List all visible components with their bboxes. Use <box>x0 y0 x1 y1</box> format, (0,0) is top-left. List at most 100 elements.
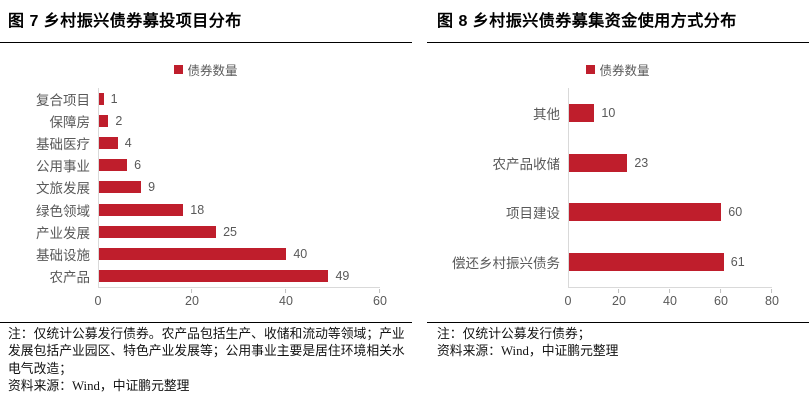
tick-mark <box>720 289 722 293</box>
category-label: 基础医疗 <box>36 137 90 153</box>
category-label: 其他 <box>533 106 560 122</box>
figure-7-title-divider <box>0 42 412 43</box>
figure-8-notes-divider <box>427 322 809 323</box>
figure-8-notes: 注：仅统计公募发行债券； 资料来源：Wind，中证鹏元整理 <box>437 326 804 361</box>
category-label: 保障房 <box>49 115 91 131</box>
bar <box>99 247 287 260</box>
x-tick-label: 60 <box>373 294 387 308</box>
category-label: 农产品 <box>49 269 91 285</box>
figure-7-chart: 复合项目 1 保障房 2 基础医疗 4 公用事业 6 文旅发展 9 绿色领域 18 产业发展 25 基础设施… <box>8 88 412 288</box>
bar <box>99 93 104 106</box>
figure-8-title-divider <box>427 42 809 43</box>
bar <box>99 225 217 238</box>
x-axis-tick: 0 <box>565 289 572 308</box>
bar-row: 基础医疗 4 <box>36 132 380 154</box>
x-axis-tick: 0 <box>95 289 102 308</box>
bar-row: 偿还乡村振兴债务 61 <box>452 237 772 287</box>
category-label: 复合项目 <box>36 93 90 109</box>
category-label: 文旅发展 <box>36 181 90 197</box>
figure-7-notes-divider <box>0 322 412 323</box>
figure-8-plot-area: 其他 10 农产品收储 23 项目建设 60 偿还乡村振兴债务 61 <box>452 88 772 288</box>
figure-8-x-axis: 0 20 40 60 80 <box>565 289 779 309</box>
bar-row: 产业发展 25 <box>36 221 380 243</box>
bar-row: 文旅发展 9 <box>36 176 380 198</box>
x-tick-label: 0 <box>94 294 102 308</box>
value-label: 60 <box>728 205 743 220</box>
tick-mark <box>191 289 193 293</box>
figure-8-panel: 图 8 乡村振兴债券募集资金使用方式分布 债券数量 其他 10 农产品收储 23 项目建… <box>427 0 809 400</box>
x-axis-tick: 60 <box>373 289 387 308</box>
figure-7-plot-area: 复合项目 1 保障房 2 基础医疗 4 公用事业 6 文旅发展 9 绿色领域 18 产业发展 25 基础设施… <box>36 88 380 288</box>
bar <box>569 253 724 272</box>
bar <box>569 203 722 222</box>
legend-swatch-icon <box>586 65 596 74</box>
value-label: 40 <box>293 246 308 261</box>
x-tick-label: 20 <box>185 294 199 308</box>
value-label: 2 <box>115 114 123 129</box>
figure-8-note-text: 注：仅统计公募发行债券； <box>437 327 591 341</box>
bar-row: 其他 10 <box>533 88 772 138</box>
value-label: 1 <box>110 92 118 107</box>
x-tick-label: 60 <box>714 294 728 308</box>
category-label: 产业发展 <box>36 225 90 241</box>
bar <box>569 153 628 172</box>
bar <box>99 181 142 194</box>
x-tick-label: 0 <box>564 294 572 308</box>
legend-label: 债券数量 <box>187 64 238 78</box>
value-label: 18 <box>190 202 205 217</box>
category-label: 项目建设 <box>506 206 560 222</box>
value-label: 25 <box>223 224 237 239</box>
value-label: 10 <box>601 105 616 120</box>
x-axis-tick: 40 <box>279 289 293 308</box>
tick-mark <box>618 289 620 293</box>
bar <box>99 159 128 172</box>
x-tick-label: 20 <box>612 294 626 308</box>
bar-row: 公用事业 6 <box>36 154 380 176</box>
category-label: 基础设施 <box>36 247 90 263</box>
category-label: 偿还乡村振兴债务 <box>452 256 560 272</box>
figure-7-legend: 债券数量 <box>0 60 412 79</box>
value-label: 23 <box>634 155 649 170</box>
bar <box>99 269 329 282</box>
figure-8-title: 图 8 乡村振兴债券募集资金使用方式分布 <box>437 13 737 30</box>
legend-swatch-icon <box>174 65 184 74</box>
x-axis-tick: 80 <box>765 289 779 308</box>
tick-mark <box>669 289 671 293</box>
value-label: 6 <box>134 158 142 173</box>
figure-7-title: 图 7 乡村振兴债券募投项目分布 <box>8 13 242 30</box>
figure-8-legend: 债券数量 <box>427 60 809 79</box>
bar <box>99 137 118 150</box>
x-tick-label: 40 <box>663 294 677 308</box>
value-label: 9 <box>148 180 156 195</box>
value-label: 4 <box>124 136 132 151</box>
value-label: 49 <box>335 268 350 283</box>
figure-8-chart: 其他 10 农产品收储 23 项目建设 60 偿还乡村振兴债务 61 <box>437 88 809 288</box>
bar-row: 农产品收储 23 <box>493 138 772 188</box>
bar-row: 保障房 2 <box>50 110 380 132</box>
tick-mark <box>379 289 381 293</box>
bar <box>569 103 595 122</box>
figure-7-source-text: 资料来源：Wind，中证鹏元整理 <box>8 379 190 394</box>
figure-7-note-text: 注：仅统计公募发行债券。农产品包括生产、收储和流动等领域；产业发展包括产业园区、… <box>8 327 405 376</box>
value-label: 61 <box>730 255 745 270</box>
figure-8-source-text: 资料来源：Wind，中证鹏元整理 <box>437 344 619 359</box>
x-tick-label: 80 <box>765 294 779 308</box>
bar-row: 项目建设 60 <box>506 188 772 238</box>
figure-7-panel: 图 7 乡村振兴债券募投项目分布 债券数量 复合项目 1 保障房 2 基础医疗 4 公用事业… <box>0 13 412 396</box>
figure-7-notes: 注：仅统计公募发行债券。农产品包括生产、收储和流动等领域；产业发展包括产业园区、… <box>8 326 407 396</box>
bar <box>99 115 109 128</box>
category-label: 公用事业 <box>36 159 90 175</box>
bar-row: 基础设施 40 <box>36 243 380 265</box>
bar-row: 绿色领域 18 <box>36 199 380 221</box>
bar-row: 农产品 49 <box>50 265 380 287</box>
tick-mark <box>771 289 773 293</box>
legend-label: 债券数量 <box>599 64 650 78</box>
category-label: 绿色领域 <box>36 203 90 219</box>
x-axis-tick: 20 <box>185 289 199 308</box>
x-axis-tick: 20 <box>612 289 626 308</box>
bar-row: 复合项目 1 <box>36 88 380 110</box>
x-axis-tick: 40 <box>663 289 677 308</box>
tick-mark <box>285 289 287 293</box>
x-tick-label: 40 <box>279 294 293 308</box>
